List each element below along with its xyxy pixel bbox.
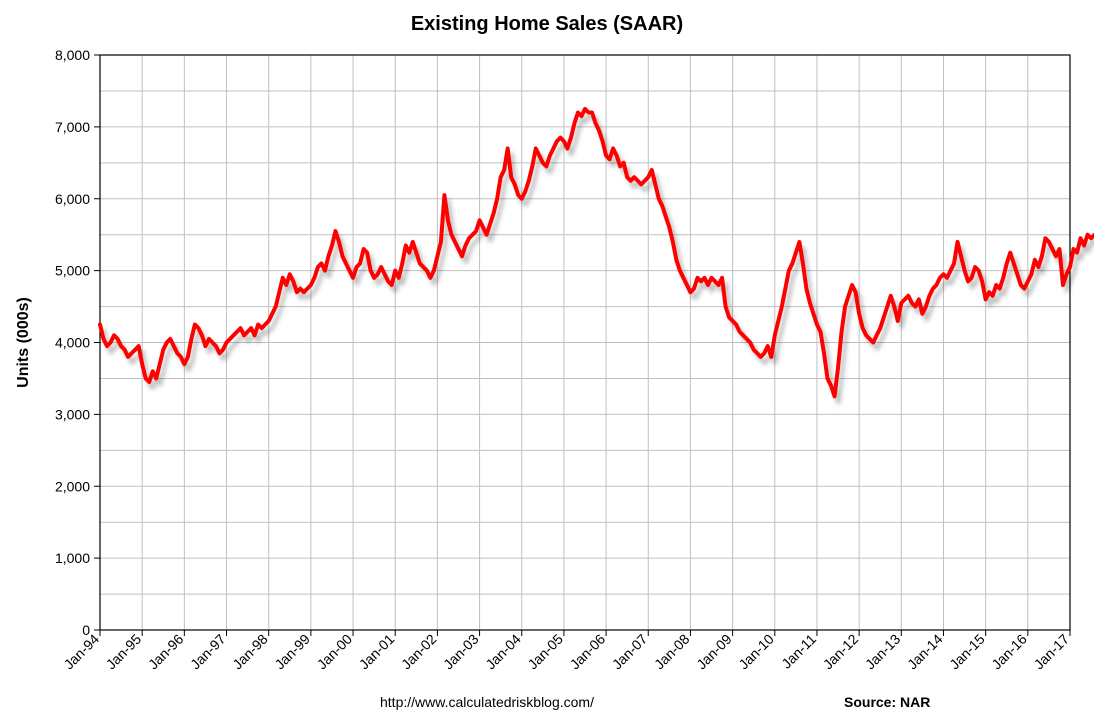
y-tick-label: 7,000 <box>55 119 90 135</box>
chart-title: Existing Home Sales (SAAR) <box>411 13 683 35</box>
y-axis-label: Units (000s) <box>15 297 32 388</box>
y-tick-label: 4,000 <box>55 335 90 351</box>
y-tick-label: 1,000 <box>55 550 90 566</box>
y-tick-label: 3,000 <box>55 406 90 422</box>
y-tick-label: 8,000 <box>55 47 90 63</box>
source-label: Source: NAR <box>844 694 930 710</box>
y-tick-label: 5,000 <box>55 263 90 279</box>
y-tick-label: 6,000 <box>55 191 90 207</box>
footer-url: http://www.calculatedriskblog.com/ <box>380 694 594 710</box>
chart-container: 01,0002,0003,0004,0005,0006,0007,0008,00… <box>0 0 1094 719</box>
y-tick-label: 2,000 <box>55 478 90 494</box>
line-chart: 01,0002,0003,0004,0005,0006,0007,0008,00… <box>0 0 1094 719</box>
